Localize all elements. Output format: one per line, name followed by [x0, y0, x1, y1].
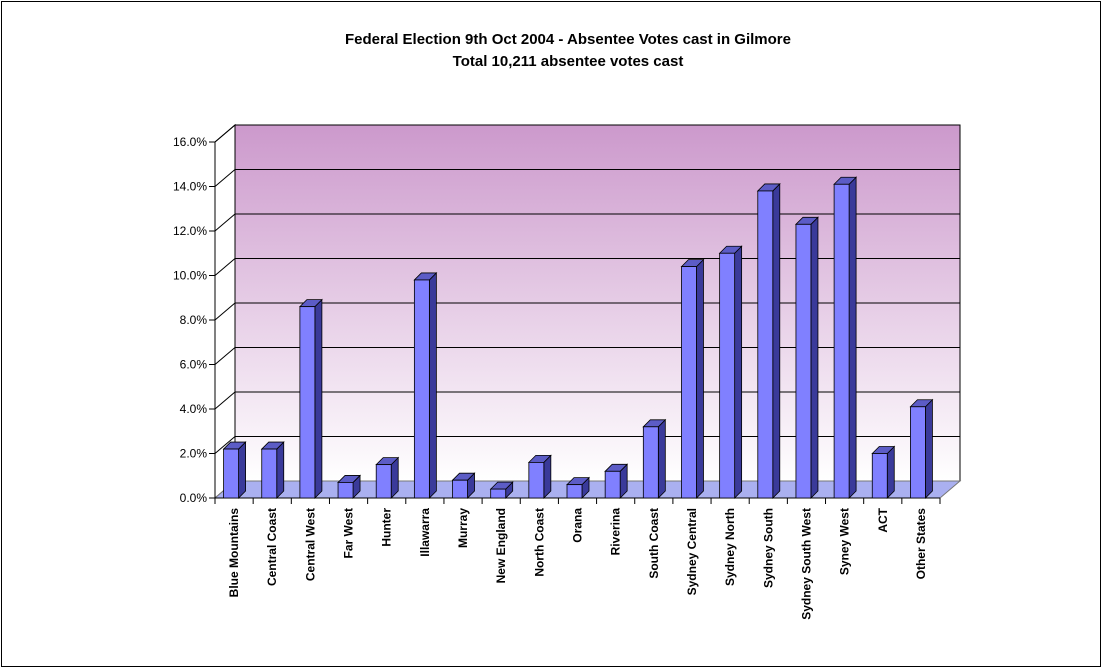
bar: [451, 472, 476, 499]
x-tick-label: Central West: [303, 508, 317, 581]
x-tick-label: Illawarra: [418, 508, 432, 557]
gridline: [214, 169, 960, 187]
x-tick-label: South Coast: [647, 508, 661, 579]
bar: [375, 456, 400, 499]
bar-front: [833, 183, 850, 499]
bar-front: [566, 484, 583, 499]
y-tick-label: 2.0%: [180, 447, 208, 461]
bar-side: [848, 176, 857, 499]
bar: [794, 216, 819, 499]
y-tick-label: 16.0%: [173, 135, 207, 149]
y-tick-label: 10.0%: [173, 269, 207, 283]
bar-front: [757, 190, 774, 499]
x-tick-label: Sydney Central: [685, 508, 699, 595]
x-tick-label: Far West: [342, 508, 356, 558]
x-tick-label: North Coast: [532, 508, 546, 577]
gridline: [214, 302, 960, 321]
bar-front: [490, 488, 507, 499]
bar-side: [428, 271, 437, 499]
x-tick-label: Orana: [571, 508, 585, 543]
bar: [718, 245, 743, 499]
bar-front: [604, 470, 621, 499]
bar: [413, 271, 438, 499]
chart-title: Federal Election 9th Oct 2004 - Absentee…: [345, 31, 791, 48]
y-tick-label: 8.0%: [180, 313, 208, 327]
gridline: [214, 124, 960, 143]
x-tick-label: Blue Mountains: [227, 508, 241, 598]
x-tick-label: Sydney South: [761, 508, 775, 588]
bar-side: [810, 216, 819, 499]
bar-front: [681, 266, 697, 499]
x-tick-label: Murray: [456, 508, 470, 548]
bar: [527, 454, 552, 499]
y-tick-label: 12.0%: [173, 224, 207, 238]
bar-front: [719, 252, 736, 499]
bar-front: [528, 461, 545, 499]
bar-front: [452, 479, 468, 499]
bar: [298, 298, 323, 499]
bar: [756, 182, 781, 499]
bar-side: [276, 441, 285, 499]
x-tick-label: New England: [494, 508, 508, 583]
bar: [260, 441, 285, 499]
bar-front: [223, 448, 239, 499]
bar-front: [795, 223, 812, 499]
bar: [871, 445, 896, 499]
bar-side: [238, 441, 246, 499]
bar: [642, 418, 667, 499]
bar-front: [261, 448, 278, 499]
bar: [909, 398, 934, 499]
bar: [566, 476, 590, 499]
x-tick-label: Riverina: [609, 508, 623, 556]
bar-side: [696, 258, 704, 499]
y-tick-label: 14.0%: [173, 180, 207, 194]
bar: [222, 441, 247, 499]
y-tick-label: 6.0%: [180, 358, 208, 372]
bar: [604, 463, 629, 499]
gridline: [214, 436, 960, 454]
bar-side: [657, 418, 666, 499]
x-tick-label: Other States: [914, 508, 928, 580]
bar-side: [734, 245, 743, 499]
bar-front: [910, 406, 926, 499]
x-tick-label: Hunter: [380, 508, 394, 547]
bar-front: [299, 306, 316, 499]
y-tick-label: 0.0%: [180, 491, 208, 505]
bar: [833, 176, 858, 499]
bar: [680, 258, 705, 499]
bar-front: [337, 482, 354, 499]
bar-side: [925, 398, 933, 499]
chart-subtitle: Total 10,211 absentee votes cast: [453, 53, 684, 70]
x-tick-label: Sydney South West: [799, 508, 813, 620]
bar-side: [772, 182, 781, 499]
bar-front: [375, 464, 392, 499]
bar-side: [314, 298, 323, 499]
y-tick-label: 4.0%: [180, 402, 208, 416]
gridline: [214, 258, 960, 276]
bar: [489, 481, 514, 499]
gridline: [214, 347, 960, 365]
bar-front: [413, 279, 430, 499]
x-tick-label: Syney West: [838, 508, 852, 575]
plot-area: 0.0% 2.0% 4.0% 6.0% 8.0% 10.0% 12.0% 14.0% 16.0%…: [173, 123, 962, 620]
gridline: [214, 213, 960, 232]
bar-front: [871, 453, 888, 499]
x-tick-label: Sydney North: [723, 508, 737, 586]
bar: [337, 474, 362, 499]
gridline: [214, 391, 960, 410]
bar-front: [642, 426, 659, 499]
x-tick-label: ACT: [876, 507, 890, 532]
bar-side: [886, 445, 895, 499]
x-tick-label: Central Coast: [265, 508, 279, 586]
